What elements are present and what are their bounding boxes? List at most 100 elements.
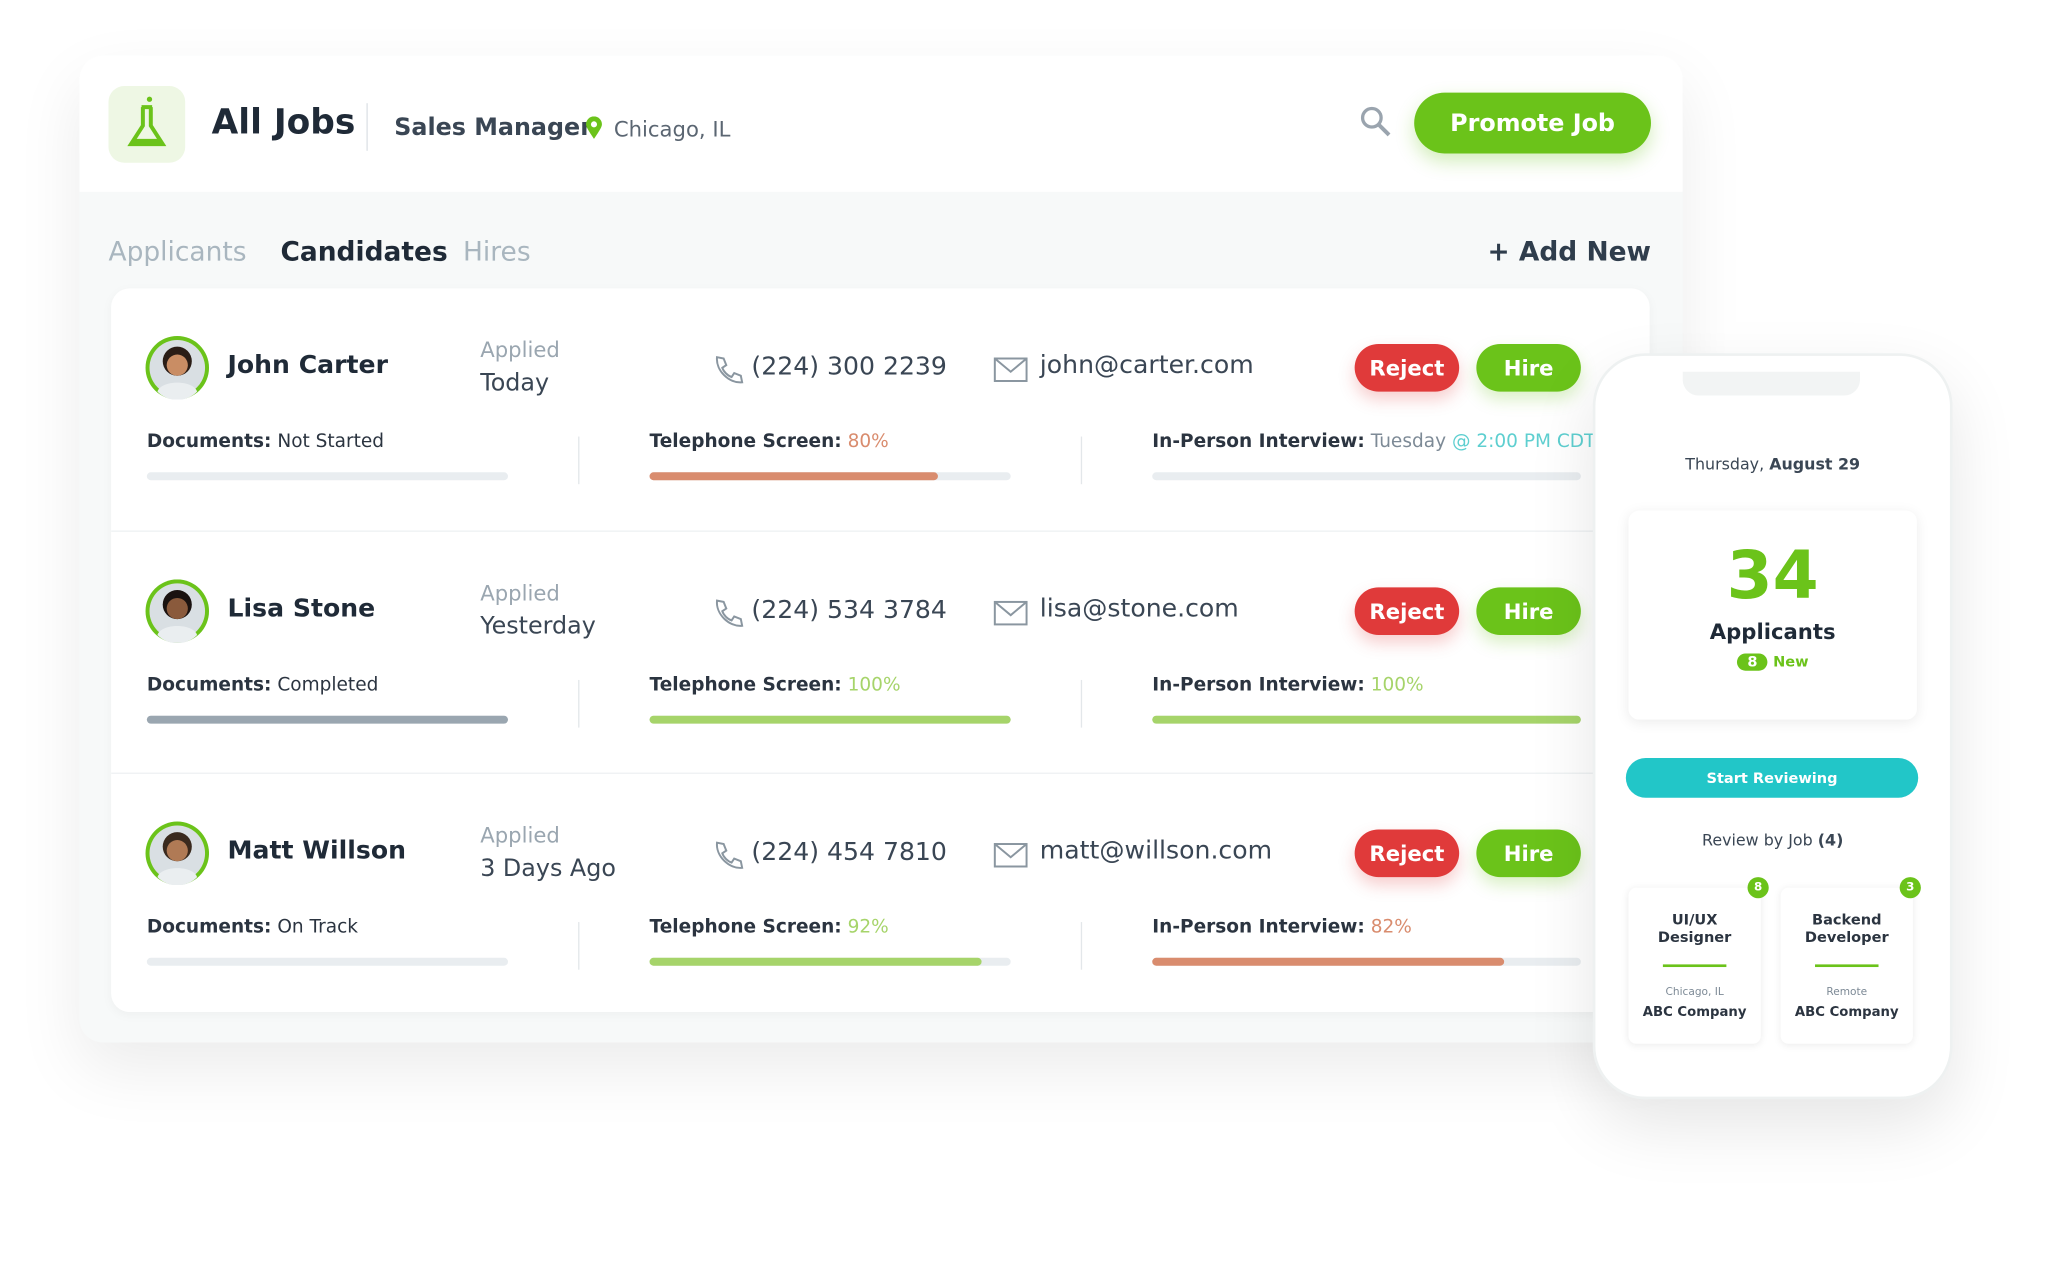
divider bbox=[1080, 679, 1083, 728]
phone-number: (224) 300 2239 bbox=[751, 351, 947, 381]
candidate-row: Lisa Stone Applied Yesterday (224) 534 3784… bbox=[111, 530, 1650, 773]
reject-button[interactable]: Reject bbox=[1354, 829, 1460, 878]
job-title: UI/UX Designer bbox=[1657, 911, 1732, 946]
divider bbox=[578, 679, 580, 728]
job-company: ABC Company bbox=[1794, 1005, 1899, 1020]
stage-status: Completed bbox=[277, 674, 379, 696]
job-name: Sales Manager bbox=[394, 113, 592, 142]
job-rule bbox=[1662, 964, 1727, 968]
stage-label: Documents: bbox=[146, 674, 272, 696]
summary-card: 34 Applicants 8 New bbox=[1628, 511, 1916, 720]
job-badge: 3 bbox=[1899, 877, 1921, 899]
start-reviewing[interactable]: Start Reviewing bbox=[1625, 758, 1919, 798]
job-card: 3 Backend Developer Remote ABC Company bbox=[1781, 877, 1921, 1044]
reject-button[interactable]: Reject bbox=[1354, 587, 1460, 635]
job-location: Remote bbox=[1826, 985, 1868, 998]
page-title: All Jobs bbox=[211, 103, 356, 143]
mail-icon bbox=[993, 357, 1028, 389]
stage-label: In-Person Interview: bbox=[1152, 431, 1365, 453]
phone-icon-svg bbox=[716, 599, 744, 627]
progress-bar bbox=[146, 715, 508, 724]
logo bbox=[108, 85, 186, 163]
progress-track bbox=[146, 957, 508, 966]
job-card: 8 UI/UX Designer Chicago, IL ABC Company bbox=[1628, 877, 1769, 1044]
job-location: Chicago, IL bbox=[613, 116, 731, 142]
job-rule bbox=[1815, 964, 1879, 968]
stage-label: Telephone Screen: bbox=[649, 674, 842, 696]
tab[interactable]: Candidates bbox=[280, 235, 448, 268]
progress-track bbox=[146, 472, 508, 481]
phone-number: (224) 534 3784 bbox=[751, 595, 947, 625]
candidate-list: John Carter Applied Today (224) 300 2239 joh… bbox=[111, 288, 1650, 1013]
stage: Telephone Screen: 92% bbox=[650, 917, 889, 938]
tab[interactable]: Hires bbox=[463, 235, 531, 268]
job-company: ABC Company bbox=[1642, 1005, 1747, 1020]
add-new[interactable]: + Add New bbox=[1487, 235, 1651, 268]
review-heading: Review by Job (4) bbox=[1595, 831, 1950, 850]
date: Thursday, August 29 bbox=[1595, 455, 1950, 474]
avatar bbox=[145, 821, 210, 891]
mail-icon bbox=[993, 843, 1028, 875]
stage-status: 100% bbox=[1370, 674, 1424, 696]
weekday: Thursday, bbox=[1685, 455, 1765, 474]
stage: Documents: On Track bbox=[147, 917, 358, 938]
candidate-row: Matt Willson Applied 3 Days Ago (224) 454 7… bbox=[111, 772, 1650, 1012]
divider bbox=[366, 103, 368, 151]
avatar bbox=[145, 579, 210, 648]
stage-label: Documents: bbox=[146, 431, 272, 453]
stage-label: In-Person Interview: bbox=[1152, 916, 1365, 938]
hire-button[interactable]: Hire bbox=[1476, 829, 1581, 878]
divider bbox=[578, 922, 580, 970]
divider bbox=[1080, 436, 1083, 485]
stage-status: 92% bbox=[847, 916, 889, 938]
divider bbox=[578, 436, 580, 485]
phone-icon bbox=[712, 840, 744, 877]
applied-date: Today bbox=[480, 369, 550, 397]
job-badge: 8 bbox=[1747, 877, 1769, 899]
stage-label: Telephone Screen: bbox=[649, 916, 842, 938]
mail-icon-svg bbox=[993, 600, 1028, 626]
progress-bar bbox=[649, 715, 1011, 724]
search-icon[interactable] bbox=[1360, 106, 1392, 138]
divider bbox=[1080, 922, 1083, 970]
progress-bar bbox=[1152, 957, 1504, 966]
tab[interactable]: Applicants bbox=[108, 235, 247, 268]
stage: Documents: Completed bbox=[147, 675, 379, 696]
email: john@carter.com bbox=[1039, 350, 1254, 380]
promote-button[interactable]: Promote Job bbox=[1414, 92, 1651, 154]
hire-button[interactable]: Hire bbox=[1476, 587, 1581, 635]
email: lisa@stone.com bbox=[1039, 593, 1239, 624]
stage: Telephone Screen: 100% bbox=[650, 675, 901, 696]
candidate-row: John Carter Applied Today (224) 300 2239 joh… bbox=[111, 288, 1650, 530]
phone: Thursday, August 29 34 Applicants 8 New … bbox=[1592, 353, 1953, 1100]
stage: In-Person Interview: 100% bbox=[1152, 675, 1423, 696]
applied-date: Yesterday bbox=[480, 612, 596, 641]
stage-status: Not Started bbox=[277, 431, 385, 453]
phone-icon bbox=[712, 355, 744, 392]
progress-bar bbox=[649, 957, 982, 966]
stage-time: @ 2:00 PM CDT bbox=[1451, 431, 1596, 453]
phone-icon-svg bbox=[716, 841, 744, 869]
stage-status: 80% bbox=[847, 431, 889, 453]
applied-label: Applied bbox=[480, 580, 560, 606]
stage-label: Telephone Screen: bbox=[649, 431, 842, 453]
day: August 29 bbox=[1769, 455, 1861, 474]
reject-button[interactable]: Reject bbox=[1354, 343, 1460, 392]
phone-number: (224) 454 7810 bbox=[751, 837, 947, 867]
job-title: Backend Developer bbox=[1804, 911, 1889, 946]
mail-icon-svg bbox=[993, 843, 1028, 868]
stage-label: In-Person Interview: bbox=[1152, 674, 1365, 696]
progress-track bbox=[1152, 472, 1581, 481]
review-label: Review by Job bbox=[1702, 830, 1813, 850]
header: All Jobs Sales Manager Chicago, IL Promo… bbox=[79, 55, 1683, 192]
candidate-name: John Carter bbox=[227, 350, 388, 380]
logo-icon bbox=[127, 96, 167, 147]
avatar-svg bbox=[145, 821, 210, 886]
stage-status: On Track bbox=[277, 916, 359, 938]
hire-button[interactable]: Hire bbox=[1476, 343, 1581, 392]
stage: In-Person Interview: 82% bbox=[1152, 917, 1412, 938]
review-count: (4) bbox=[1817, 830, 1844, 850]
avatar bbox=[145, 336, 210, 405]
mail-icon-svg bbox=[993, 357, 1028, 382]
